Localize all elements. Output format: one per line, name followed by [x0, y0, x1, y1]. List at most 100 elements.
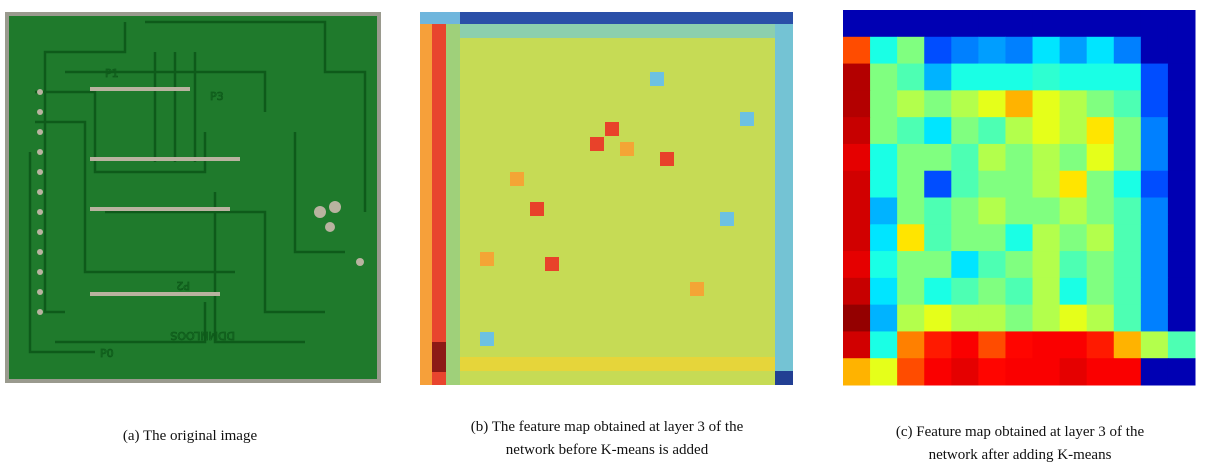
feature-map-after	[843, 10, 1196, 386]
heatmap-cell	[1141, 278, 1169, 305]
heatmap-cell	[843, 278, 871, 305]
heatmap-cell	[870, 90, 898, 117]
heatmap-cell	[1060, 198, 1088, 225]
heatmap-cell	[1033, 251, 1061, 278]
heatmap-cell	[1141, 331, 1169, 358]
heatmap-cell	[1141, 251, 1169, 278]
heatmap-cell	[978, 10, 1006, 37]
heatmap-cell	[924, 171, 952, 198]
heatmap-cell	[897, 224, 925, 251]
heatmap-cell	[1168, 224, 1196, 251]
heatmap-cell	[870, 251, 898, 278]
heatmap-cell	[1114, 278, 1142, 305]
heatmap-cell	[951, 10, 979, 37]
heatmap-cell	[1141, 171, 1169, 198]
heatmap-cell	[1141, 117, 1169, 144]
heatmap-cell	[897, 251, 925, 278]
heatmap-cell	[1033, 64, 1061, 91]
heatmap-cell	[1033, 331, 1061, 358]
heatmap-cell	[924, 358, 952, 385]
heatmap-cell	[924, 10, 952, 37]
heatmap-cell	[978, 37, 1006, 64]
heatmap-cell	[951, 278, 979, 305]
heatmap-cell	[1087, 171, 1115, 198]
heatmap-cell	[1141, 10, 1169, 37]
caption-c: (c) Feature map obtained at layer 3 of t…	[850, 421, 1190, 466]
heatmap-cell	[1005, 10, 1033, 37]
heatmap-cell	[1005, 117, 1033, 144]
heatmap-cell	[1087, 64, 1115, 91]
heatmap-cell	[870, 278, 898, 305]
heatmap-cell	[870, 224, 898, 251]
heatmap-cell	[1060, 37, 1088, 64]
heatmap-cell	[1168, 10, 1196, 37]
heatmap-cell	[1168, 331, 1196, 358]
heatmap-cell	[897, 117, 925, 144]
heatmap-cell	[897, 144, 925, 171]
heatmap-cell	[1141, 305, 1169, 332]
heatmap-cell	[978, 358, 1006, 385]
heatmap-cell	[951, 37, 979, 64]
heatmap-cell	[1060, 171, 1088, 198]
heatmap-cell	[1114, 198, 1142, 225]
heatmap-cell	[1033, 198, 1061, 225]
heatmap-cell	[1087, 224, 1115, 251]
heatmap-cell	[897, 198, 925, 225]
heatmap-cell	[951, 90, 979, 117]
heatmap-cell	[1168, 358, 1196, 385]
heatmap-cell	[924, 144, 952, 171]
heatmap-cell	[1060, 64, 1088, 91]
heatmap-cell	[951, 358, 979, 385]
heatmap-cell	[1114, 144, 1142, 171]
heatmap-cell	[843, 64, 871, 91]
heatmap-cell	[1114, 358, 1142, 385]
heatmap-cell	[897, 278, 925, 305]
heatmap-cell	[1141, 90, 1169, 117]
heatmap-cell	[1033, 144, 1061, 171]
heatmap-cell	[951, 144, 979, 171]
heatmap-cell	[924, 37, 952, 64]
heatmap-cell	[1033, 171, 1061, 198]
caption-line: network after adding K-means	[850, 444, 1190, 466]
heatmap-cell	[1087, 331, 1115, 358]
heatmap-cell	[951, 117, 979, 144]
heatmap-cell	[1141, 64, 1169, 91]
heatmap-cell	[897, 10, 925, 37]
heatmap-cell	[1005, 358, 1033, 385]
heatmap-cell	[978, 144, 1006, 171]
heatmap-cell	[951, 224, 979, 251]
pcb-label: DDMNLOOS	[170, 329, 235, 342]
heatmap-cell	[1060, 224, 1088, 251]
heatmap-cell	[897, 64, 925, 91]
heatmap-cell	[1005, 90, 1033, 117]
heatmap-cell	[1005, 144, 1033, 171]
heatmap-cell	[1087, 144, 1115, 171]
pcb-label: P0	[100, 347, 114, 360]
heatmap-cell	[870, 198, 898, 225]
heatmap-cell	[1060, 144, 1088, 171]
heatmap-cell	[1033, 10, 1061, 37]
heatmap-cell	[897, 90, 925, 117]
heatmap-cell	[924, 90, 952, 117]
heatmap-cell	[1005, 251, 1033, 278]
heatmap-cell	[1005, 171, 1033, 198]
heatmap-cell	[870, 117, 898, 144]
heatmap-cell	[1141, 198, 1169, 225]
heatmap-cell	[1141, 144, 1169, 171]
heatmap-cell	[1005, 198, 1033, 225]
heatmap-cell	[978, 64, 1006, 91]
heatmap-cell	[1087, 251, 1115, 278]
heatmap-cell	[1114, 37, 1142, 64]
heatmap-cell	[843, 90, 871, 117]
heatmap-cell	[843, 224, 871, 251]
heatmap-cell	[870, 37, 898, 64]
heatmap-cell	[843, 331, 871, 358]
heatmap-cell	[1087, 90, 1115, 117]
heatmap-cell	[1060, 331, 1088, 358]
heatmap-cell	[1033, 358, 1061, 385]
heatmap-cell	[1060, 278, 1088, 305]
heatmap-cell	[1114, 117, 1142, 144]
heatmap-cell	[951, 331, 979, 358]
heatmap-cell	[1168, 278, 1196, 305]
heatmap-cell	[1168, 117, 1196, 144]
